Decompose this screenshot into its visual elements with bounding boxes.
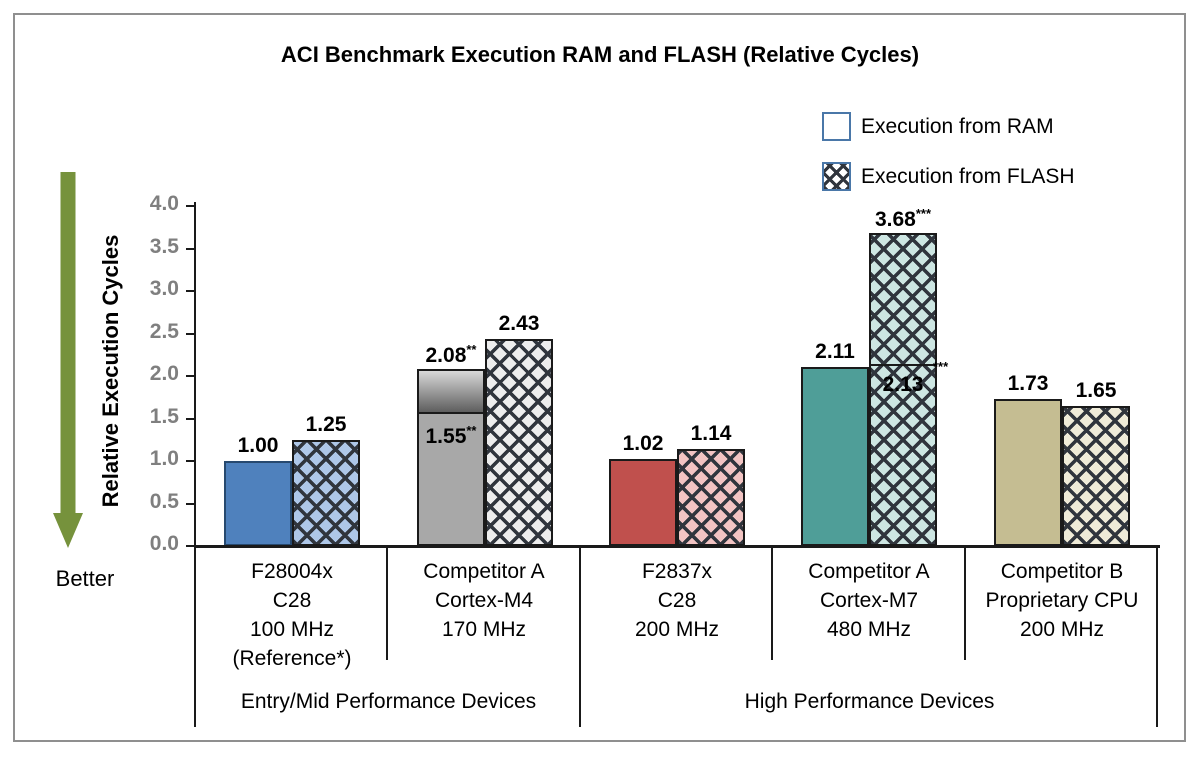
ram-swatch-icon (822, 112, 851, 141)
group-divider-line (194, 548, 196, 727)
x-group-label: Entry/Mid Performance Devices (240, 690, 537, 713)
flash-bar (292, 440, 360, 546)
bar-inner-label: 1.55** (425, 423, 477, 448)
flash-swatch-icon (822, 162, 851, 191)
flash-bar (485, 339, 553, 546)
legend-item-ram: Execution from RAM (822, 112, 1075, 141)
y-tick-mark (186, 375, 195, 377)
ram-bar (609, 459, 677, 546)
bar-value-label: 1.25 (305, 413, 347, 436)
y-tick-mark (186, 502, 195, 505)
category-divider-line (964, 548, 966, 660)
bar-value-label: 2.43 (498, 312, 540, 335)
x-category-label: F28004x C28 100 MHz (Reference*) (232, 560, 352, 670)
ram-bar (994, 399, 1062, 546)
bar-value-label: 1.02 (622, 432, 664, 455)
bar-inner-label: 2.13 (882, 373, 924, 396)
y-tick-label: 3.0 (149, 277, 179, 300)
x-category-label: Competitor B Proprietary CPU 200 MHz (985, 560, 1139, 641)
x-axis-line (194, 545, 1160, 548)
ram-bar (417, 369, 485, 546)
gradient-segment (419, 371, 483, 414)
legend-item-flash: Execution from FLASH (822, 162, 1075, 191)
category-divider-line (386, 548, 388, 660)
y-tick-mark (186, 417, 195, 420)
bar-value-label: 2.08** (425, 342, 477, 367)
category-divider-line (771, 548, 773, 660)
y-tick-mark (186, 460, 195, 462)
y-tick-label: 4.0 (149, 192, 179, 215)
y-tick-label: 3.5 (149, 234, 179, 258)
bar-value-label: 1.65 (1075, 379, 1117, 402)
x-category-label: Competitor A Cortex-M7 480 MHz (808, 560, 930, 641)
bar-value-label: 1.14 (690, 422, 732, 445)
bar-value-label: 1.00 (237, 434, 279, 457)
y-tick-mark (186, 545, 195, 547)
group-divider-line (579, 548, 581, 727)
outer-border (13, 13, 1186, 742)
y-tick-label: 2.0 (149, 362, 179, 385)
bar-inner-sup: *** (933, 359, 949, 374)
y-tick-label: 0.0 (149, 532, 179, 555)
y-tick-mark (186, 205, 195, 207)
legend-label-flash: Execution from FLASH (861, 164, 1075, 188)
y-tick-mark (186, 332, 195, 335)
x-category-label: Competitor A Cortex-M4 170 MHz (423, 560, 545, 641)
chart-title: ACI Benchmark Execution RAM and FLASH (R… (280, 42, 920, 67)
y-tick-label: 1.0 (149, 447, 179, 470)
y-tick-label: 2.5 (149, 319, 179, 343)
x-group-label: High Performance Devices (744, 690, 995, 713)
bar-value-label: 2.11 (815, 340, 855, 363)
ram-bar (224, 461, 292, 546)
bar-value-label: 1.73 (1007, 372, 1049, 395)
legend: Execution from RAM Execution from FLASH (822, 112, 1075, 191)
flash-bar (1062, 406, 1130, 546)
flash-bar (677, 449, 745, 546)
x-category-label: F2837x C28 200 MHz (634, 560, 720, 641)
y-tick-mark (186, 290, 195, 292)
bar-marker-line (869, 364, 937, 366)
legend-label-ram: Execution from RAM (861, 114, 1054, 138)
y-tick-mark (186, 247, 195, 250)
y-tick-label: 0.5 (149, 489, 179, 513)
bar-value-label: 3.68*** (874, 206, 932, 231)
group-divider-line (1156, 548, 1158, 727)
flash-bar (869, 233, 937, 546)
ram-bar (801, 367, 869, 546)
better-label: Better (55, 566, 115, 591)
y-tick-label: 1.5 (149, 404, 179, 428)
y-axis-line (194, 202, 196, 548)
